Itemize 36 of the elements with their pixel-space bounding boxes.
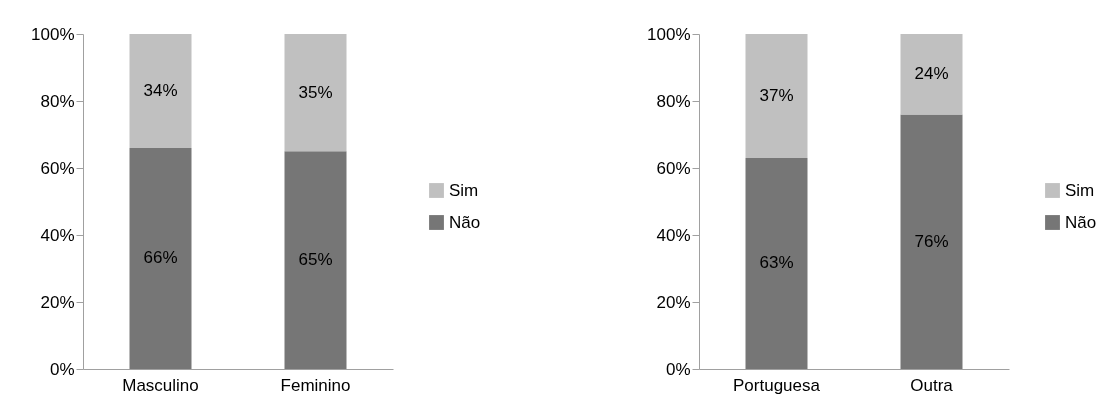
x-tick-label: Feminino (280, 375, 351, 395)
data-label: 37% (759, 85, 794, 105)
bar (900, 114, 963, 369)
data-label: 76% (914, 231, 949, 251)
bar (129, 34, 192, 148)
bar (284, 151, 347, 369)
x-tick-label: Outra (910, 375, 954, 395)
y-tick-label: 100% (647, 24, 691, 44)
y-tick-label: 100% (31, 24, 75, 44)
data-label: 63% (759, 253, 794, 273)
y-tick-label: 20% (40, 292, 75, 312)
y-tick-label: 60% (656, 158, 691, 178)
y-tick-label: 80% (656, 91, 691, 111)
y-tick-label: 40% (40, 225, 75, 245)
data-label: 35% (298, 82, 333, 102)
bar (745, 157, 808, 369)
y-tick-label: 60% (40, 158, 75, 178)
data-label: 66% (143, 248, 178, 268)
y-tick-label: 20% (656, 292, 691, 312)
bar (745, 34, 808, 158)
y-tick-label: 0% (665, 359, 691, 379)
data-label: 65% (298, 250, 333, 270)
legend-label: Não (449, 212, 481, 232)
data-label: 24% (914, 64, 949, 84)
x-tick-label: Portuguesa (733, 375, 821, 395)
bar (900, 34, 963, 115)
legend-label: Não (1065, 212, 1097, 232)
data-label: 34% (143, 80, 178, 100)
y-tick-label: 40% (656, 225, 691, 245)
legend-label: Sim (449, 180, 479, 200)
y-tick-label: 80% (40, 91, 75, 111)
x-tick-label: Masculino (122, 375, 199, 395)
bar (129, 147, 192, 369)
y-tick-label: 0% (49, 359, 75, 379)
bar (284, 34, 347, 152)
legend-label: Sim (1065, 180, 1095, 200)
